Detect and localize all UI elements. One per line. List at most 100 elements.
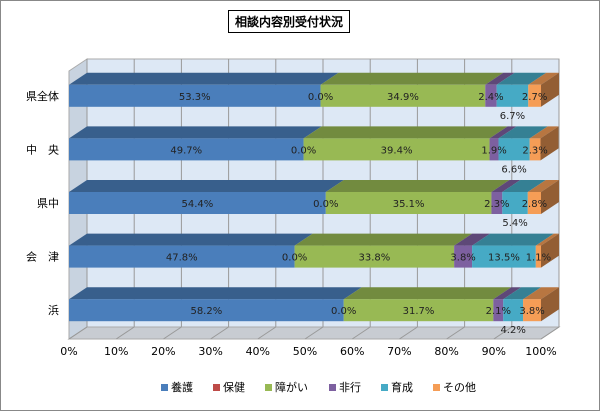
data-label: 2.3% <box>484 199 509 210</box>
bar-side <box>541 233 559 268</box>
bar-segment-その他 <box>523 299 541 322</box>
category-label: 中 央 <box>26 143 59 156</box>
data-label: 6.7% <box>500 111 525 122</box>
bar-top-その他 <box>528 72 559 85</box>
bar-side <box>541 287 559 322</box>
legend-swatch-養護 <box>161 384 168 391</box>
data-label: 0.0% <box>282 253 307 264</box>
bar-segment-その他 <box>528 84 541 107</box>
bar-segment-非行 <box>485 84 497 107</box>
floor-gridline <box>68 326 88 340</box>
data-label: 0.0% <box>313 199 338 210</box>
floor-gridline <box>540 326 560 340</box>
data-label: 54.4% <box>181 199 213 210</box>
legend-label: その他 <box>443 381 476 394</box>
bar-top-養護 <box>69 180 344 192</box>
legend-swatch-非行 <box>329 384 336 391</box>
data-label: 2.4% <box>478 92 503 103</box>
category-label: 県全体 <box>26 89 59 103</box>
x-tick-label: 60% <box>340 345 364 358</box>
category-label: 会 津 <box>26 251 59 264</box>
bar-segment-養護 <box>69 299 344 322</box>
x-tick-label: 90% <box>482 345 506 358</box>
bar-segment-非行 <box>493 299 504 322</box>
floor-gridline <box>399 326 418 340</box>
category-label: 県中 <box>37 197 59 210</box>
floor-gridline <box>163 326 182 340</box>
bar-side <box>541 72 559 107</box>
x-tick-label: 30% <box>198 345 222 358</box>
bar-top-育成 <box>498 126 548 139</box>
x-tick-label: 80% <box>434 345 458 358</box>
bar-segment-障がい <box>294 245 455 268</box>
floor-gridline <box>210 326 229 340</box>
data-label: 1.1% <box>526 253 551 264</box>
floor-gridline <box>351 326 371 340</box>
bar-segment-障がい <box>343 299 494 322</box>
data-label: 58.2% <box>190 306 222 317</box>
bar-top-その他 <box>529 126 559 139</box>
data-label: 4.2% <box>500 325 525 336</box>
bar-top-非行 <box>493 287 522 300</box>
bar-side <box>540 126 559 161</box>
category-label: 浜 <box>48 304 59 317</box>
data-label: 2.8% <box>522 199 547 210</box>
floor-gridline <box>446 326 465 340</box>
bar-top-その他 <box>535 233 559 246</box>
legend-swatch-育成 <box>381 384 388 391</box>
bar-segment-障がい <box>303 138 490 161</box>
data-label: 53.3% <box>179 92 211 103</box>
bar-top-養護 <box>69 126 322 139</box>
legend-label: 養護 <box>171 380 193 394</box>
x-tick-label: 40% <box>246 345 270 358</box>
bar-top-障がい <box>325 180 510 192</box>
x-tick-label: 10% <box>104 345 128 358</box>
data-label: 3.8% <box>519 306 544 317</box>
legend-label: 非行 <box>339 381 361 394</box>
x-tick-label: 0% <box>60 345 77 358</box>
bar-segment-非行 <box>491 192 503 214</box>
legend-swatch-その他 <box>433 384 440 391</box>
bar-top-養護 <box>69 287 362 300</box>
floor-gridline <box>115 326 135 340</box>
bar-top-養護 <box>69 72 339 85</box>
data-label: 0.0% <box>291 145 316 156</box>
bar-top-育成 <box>503 287 542 300</box>
legend-label: 保健 <box>223 380 245 394</box>
data-label: 31.7% <box>403 306 435 317</box>
bar-side <box>541 180 559 214</box>
bar-top-障がい <box>303 126 508 139</box>
data-label: 0.0% <box>308 92 333 103</box>
data-label: 0.0% <box>331 306 356 317</box>
bar-segment-育成 <box>502 192 528 214</box>
bar-segment-非行 <box>454 245 473 268</box>
data-label: 6.6% <box>501 164 526 175</box>
data-label: 33.8% <box>358 253 390 264</box>
chart-title: 相談内容別受付状況 <box>228 10 351 33</box>
bar-top-障がい <box>343 287 512 300</box>
legend-swatch-障がい <box>265 384 272 391</box>
data-label: 1.9% <box>481 145 506 156</box>
legend-label: 障がい <box>275 380 308 394</box>
bar-segment-その他 <box>527 192 541 214</box>
bar-top-育成 <box>502 180 546 192</box>
bar-segment-養護 <box>69 245 295 268</box>
bar-top-非行 <box>454 233 491 246</box>
floor-gridline <box>493 326 513 340</box>
bar-segment-育成 <box>496 84 529 107</box>
data-label: 35.1% <box>393 199 425 210</box>
floor-gridline <box>257 326 277 340</box>
bar-top-育成 <box>472 233 554 246</box>
data-label: 3.8% <box>450 253 475 264</box>
bar-top-その他 <box>527 180 559 192</box>
bar-segment-養護 <box>69 84 321 107</box>
data-label: 2.7% <box>522 92 547 103</box>
legend-swatch-保健 <box>213 384 220 391</box>
bar-segment-育成 <box>498 138 530 161</box>
legend-label: 育成 <box>391 380 413 394</box>
bar-segment-養護 <box>69 138 304 161</box>
bar-segment-養護 <box>69 192 326 214</box>
floor-gridline <box>304 326 324 340</box>
